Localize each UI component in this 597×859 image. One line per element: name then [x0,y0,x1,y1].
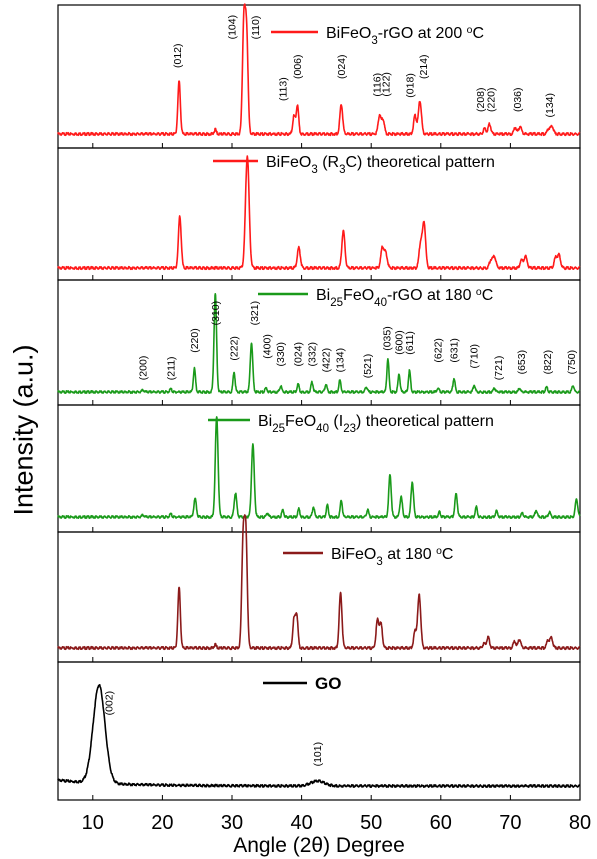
miller-index-label: (721) [493,356,505,381]
miller-index-label: (208) [475,87,487,112]
panel-frame [57,661,581,801]
miller-index-label: (012) [172,43,184,68]
miller-index-label: (200) [137,356,149,381]
miller-index-label: (321) [249,301,261,326]
miller-index-label: (653) [516,350,528,375]
miller-index-label: (018) [405,73,417,98]
series-line [57,684,581,788]
miller-index-label: (024) [293,342,305,367]
miller-index-label: (214) [418,54,430,79]
miller-index-label: (122) [380,72,392,97]
legend-label: BiFeO3 at 180 oC [331,546,453,569]
miller-index-label: (134) [544,93,556,118]
miller-index-label: (211) [165,356,177,380]
miller-index-label: (400) [261,334,273,359]
x-tick-label: 40 [290,812,312,834]
miller-index-label: (134) [334,348,346,373]
miller-index-label: (220) [485,87,497,112]
miller-index-label: (422) [321,348,333,373]
miller-index-label: (222) [229,336,241,361]
miller-index-label: (220) [189,328,201,353]
x-tick-label: 30 [221,812,243,834]
miller-index-label: (611) [404,331,416,355]
miller-index-label: (036) [512,87,524,112]
miller-index-label: (110) [250,16,262,40]
miller-index-label: (332) [307,342,319,367]
x-axis-label: Angle (2θ) Degree [233,834,405,857]
x-tick-label: 60 [430,812,452,834]
legend-label: Bi25FeO40 (I23) theoretical pattern [258,413,494,435]
miller-index-label: (631) [449,338,461,363]
miller-index-label: (024) [336,54,348,79]
series-line [57,155,581,271]
legend-label: BiFeO3-rGO at 200 oC [326,25,484,48]
x-tick-label: 50 [360,812,382,834]
series-line [57,292,581,394]
x-tick-label: 80 [569,812,591,834]
miller-index-label: (822) [542,350,554,375]
miller-index-label: (622) [433,338,445,363]
series-line [57,3,581,137]
miller-index-label: (750) [566,350,578,375]
miller-index-label: (006) [292,54,304,79]
miller-index-label: (521) [362,354,374,379]
miller-index-label: (113) [277,77,289,101]
x-tick-label: 70 [499,812,521,834]
series-line [57,416,581,519]
legend-label: GO [315,674,341,693]
miller-index-label: (310) [210,301,222,326]
miller-index-label: (104) [227,15,239,40]
miller-index-label: (116) [371,73,383,97]
x-tick-label: 10 [82,812,104,834]
series-line [57,514,581,651]
miller-index-label: (002) [103,691,115,716]
miller-index-label: (600) [394,330,406,355]
panel-frame [57,4,581,149]
legend-label: BiFeO3 (R3C) theoretical pattern [266,154,495,176]
miller-index-label: (035) [382,326,394,351]
miller-index-label: (101) [312,742,324,767]
miller-index-label: (330) [275,342,287,367]
legend-label: Bi25FeO40-rGO at 180 oC [316,287,493,310]
x-tick-label: 20 [151,812,173,834]
panel-frame [57,531,581,663]
miller-index-label: (710) [469,344,481,369]
